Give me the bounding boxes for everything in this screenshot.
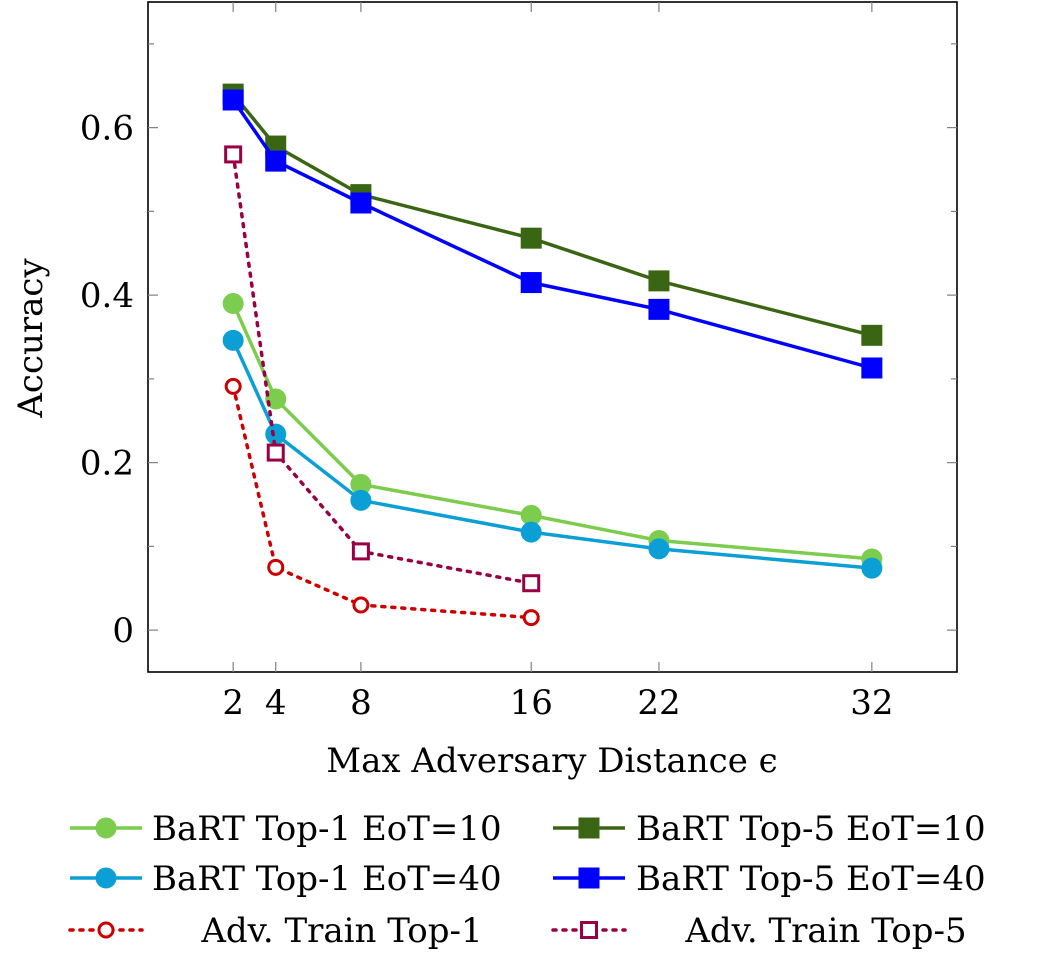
legend-label: BaRT Top-5 EoT=10 (636, 809, 986, 849)
series-1 (222, 83, 883, 346)
series-0 (222, 293, 883, 570)
data-point (222, 89, 244, 111)
series-line (231, 302, 872, 561)
data-point (648, 270, 670, 292)
y-tick-label: 0 (112, 611, 134, 651)
data-point (861, 557, 883, 579)
data-point (222, 329, 244, 351)
data-point (520, 521, 542, 543)
series-2 (222, 329, 883, 579)
plot-area: 0 0.2 0.4 0.6 2 4 8 16 22 32 (80, 1, 958, 723)
x-tick-label: 22 (637, 683, 680, 723)
data-point (267, 558, 285, 576)
legend-label: BaRT Top-1 EoT=10 (152, 809, 502, 849)
series-3 (222, 89, 883, 379)
legend-label: Adv. Train Top-5 (684, 911, 966, 951)
x-tick-label: 16 (510, 683, 553, 723)
y-axis-label: Accuracy (11, 258, 51, 419)
legend-marker (95, 817, 117, 839)
x-tick-label: 32 (850, 683, 893, 723)
legend-marker (97, 921, 115, 939)
legend-entry: BaRT Top-5 EoT=10 (553, 809, 986, 849)
legend-label: Adv. Train Top-1 (200, 911, 482, 951)
legend-marker (95, 867, 117, 889)
legend-marker (578, 867, 600, 889)
series-5 (224, 145, 541, 593)
data-point (520, 272, 542, 294)
legend-entry: BaRT Top-1 EoT=10 (70, 809, 502, 849)
x-tick-label: 4 (265, 683, 287, 723)
plot-frame (147, 1, 958, 673)
x-tick-label: 8 (350, 683, 372, 723)
data-point (350, 192, 372, 214)
data-point (350, 489, 372, 511)
series-line (231, 339, 872, 570)
data-point (352, 596, 370, 614)
data-point (648, 298, 670, 320)
legend-label: BaRT Top-1 EoT=40 (152, 859, 502, 899)
legend-marker (578, 817, 600, 839)
data-point (861, 324, 883, 346)
data-point (224, 145, 243, 164)
series-line (231, 384, 533, 620)
data-point (861, 357, 883, 379)
legend-marker (580, 921, 598, 939)
x-axis-label: Max Adversary Distance ϵ (326, 741, 777, 781)
legend-entry: Adv. Train Top-5 (551, 911, 967, 951)
legend-entry: Adv. Train Top-1 (68, 911, 483, 951)
data-point (522, 574, 541, 593)
data-point (520, 227, 542, 249)
series-4 (224, 377, 540, 627)
legend-label: BaRT Top-5 EoT=40 (636, 859, 986, 899)
series-layer (222, 83, 883, 627)
data-point (351, 542, 370, 561)
data-point (648, 538, 670, 560)
y-tick-label: 0.4 (80, 276, 134, 316)
legend-entry: BaRT Top-1 EoT=40 (70, 859, 502, 899)
data-point (224, 377, 242, 395)
legend-entry: BaRT Top-5 EoT=40 (553, 859, 986, 899)
data-point (222, 293, 244, 314)
data-point (522, 609, 540, 627)
data-point (266, 443, 285, 462)
data-point (265, 150, 287, 172)
y-tick-label: 0.6 (80, 109, 134, 149)
x-tick-label: 2 (222, 683, 244, 723)
series-line (231, 92, 873, 337)
data-point (265, 388, 287, 410)
legend: BaRT Top-1 EoT=10 BaRT Top-5 EoT=10 BaRT T… (68, 809, 986, 951)
series-line (231, 99, 873, 370)
y-tick-label: 0.2 (80, 444, 134, 484)
series-line (231, 152, 533, 585)
